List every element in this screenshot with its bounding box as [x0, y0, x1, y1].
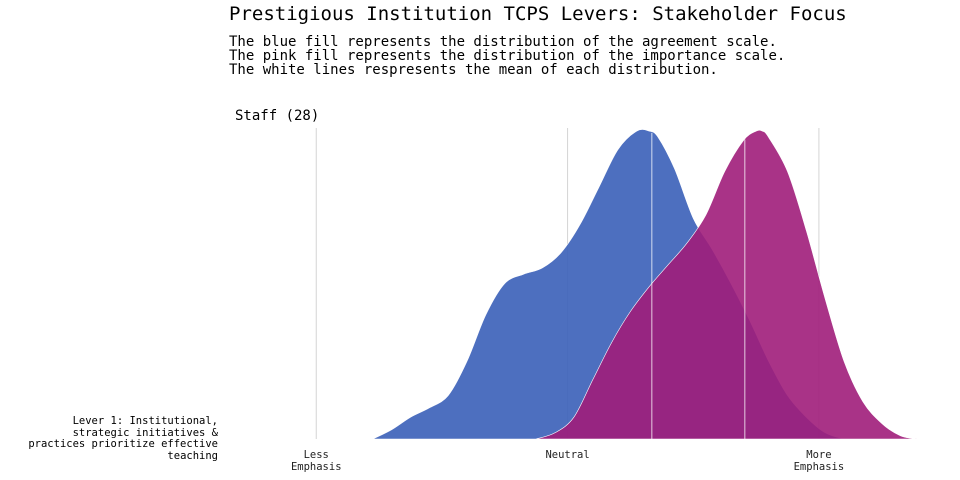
facet-label: Staff (28) [235, 108, 320, 124]
row-label-line: teaching [167, 449, 218, 462]
x-tick-label: More Emphasis [794, 449, 845, 473]
mean-layer [651, 132, 746, 439]
x-tick-label: Less Emphasis [291, 449, 342, 473]
subtitle-line-agreement: The blue fill represents the distributio… [229, 34, 777, 50]
row-label-line: strategic initiatives & [72, 426, 218, 439]
row-label: Lever 1: Institutional, strategic initia… [0, 415, 218, 462]
x-tick-label-line: More [806, 449, 831, 461]
chart-subtitle: The blue fill represents the distributio… [229, 35, 785, 77]
area-layer [372, 129, 917, 440]
x-tick-label-line: Less [304, 449, 329, 461]
row-label-line: practices prioritize effective [28, 438, 218, 450]
row-label-line: Lever 1: Institutional, [72, 415, 218, 427]
x-tick-label-line: Neutral [545, 449, 589, 461]
subtitle-line-importance: The pink fill represents the distributio… [229, 48, 786, 64]
x-tick-label-line: Emphasis [794, 461, 845, 473]
x-tick-label-line: Emphasis [291, 461, 342, 473]
density-area-importance [536, 129, 917, 440]
x-tick-label: Neutral [545, 449, 589, 461]
chart-title: Prestigious Institution TCPS Levers: Sta… [229, 3, 847, 25]
subtitle-line-mean: The white lines respresents the mean of … [229, 62, 718, 78]
